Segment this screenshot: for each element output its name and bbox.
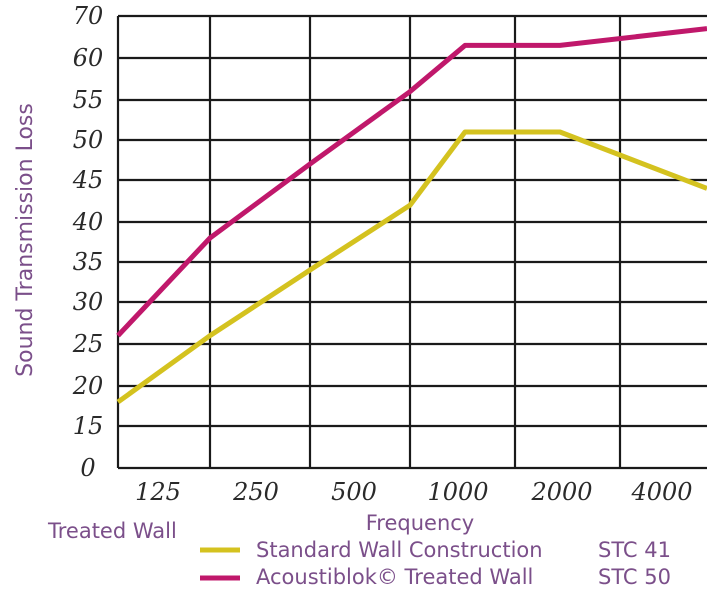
y-tick-label: 0 [80,454,95,482]
y-tick-label: 35 [73,248,104,276]
caption-text: Treated Wall [47,519,177,543]
y-tick-label: 25 [72,330,104,358]
y-axis-ticks: 0 15 20 25 30 35 40 45 50 55 60 70 [72,2,104,482]
y-tick-label: 55 [73,86,104,114]
chart-grid [116,14,707,470]
y-tick-label: 50 [73,126,104,154]
y-tick-label: 60 [73,44,104,72]
y-tick-label: 30 [73,288,104,316]
x-axis-ticks: 125 250 500 1000 2000 4000 [135,478,692,506]
legend-stc-standard: STC 41 [598,538,671,562]
legend-label-standard: Standard Wall Construction [256,538,543,562]
x-tick-label: 1000 [427,478,488,506]
x-tick-label: 250 [232,478,279,506]
y-axis-label: Sound Transmission Loss [13,103,38,377]
x-axis-label: Frequency [366,511,475,535]
x-tick-label: 4000 [630,478,692,506]
y-tick-label: 45 [72,166,104,194]
series-line-acoustiblok [116,26,707,338]
x-tick-label: 125 [135,478,181,506]
legend-stc-acoustiblok: STC 50 [598,565,671,589]
y-tick-label: 70 [73,2,104,30]
x-tick-label: 2000 [530,478,592,506]
y-tick-label: 15 [73,412,104,440]
x-tick-label: 500 [331,478,377,506]
series-line-standard [116,129,707,405]
legend-label-acoustiblok: Acoustiblok© Treated Wall [256,565,533,589]
y-tick-label: 40 [72,208,104,236]
legend: Standard Wall Construction STC 41 Acoust… [200,538,671,589]
series-lines [116,26,707,405]
y-tick-label: 20 [72,372,104,400]
